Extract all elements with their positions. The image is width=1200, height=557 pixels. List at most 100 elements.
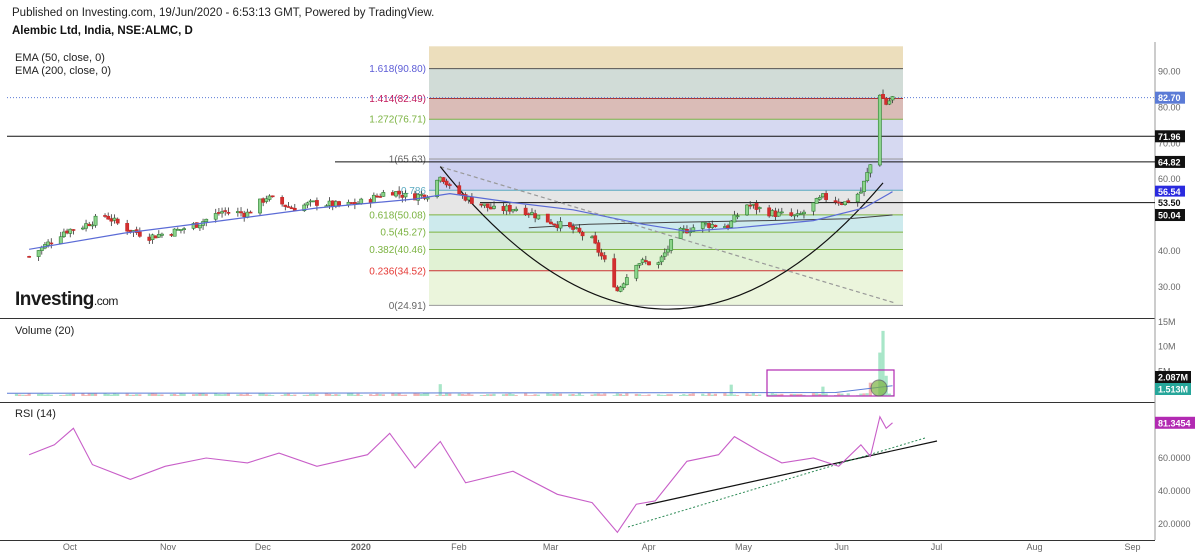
candle-body xyxy=(156,234,161,238)
candle-body xyxy=(877,94,882,166)
volume-bar xyxy=(286,393,291,396)
candle-body xyxy=(479,203,484,206)
volume-bar xyxy=(713,393,718,396)
volume-bar xyxy=(400,394,404,396)
rsi-trendline[interactable] xyxy=(645,440,938,506)
candle-body xyxy=(488,206,493,210)
candle-body xyxy=(795,213,800,216)
candle-body xyxy=(112,217,117,221)
candle-body xyxy=(855,193,860,203)
candle-body xyxy=(400,194,405,198)
candle-body xyxy=(890,96,895,101)
volume-bar xyxy=(245,393,249,396)
volume-bar xyxy=(169,394,174,396)
candle-body xyxy=(447,184,452,186)
volume-bar xyxy=(704,395,708,396)
volume-bar xyxy=(435,395,439,396)
ema50-line[interactable] xyxy=(28,191,893,250)
candle-body xyxy=(182,228,187,230)
ema50-legend[interactable]: EMA (50, close, 0) xyxy=(15,52,105,64)
candle-body xyxy=(700,222,705,229)
candles xyxy=(27,89,895,293)
candle-body xyxy=(204,218,209,222)
ema200-line[interactable] xyxy=(528,214,893,229)
volume-bar xyxy=(21,394,25,396)
volume-bar xyxy=(634,393,638,396)
candle-body xyxy=(530,212,534,215)
volume-bar xyxy=(580,395,585,396)
volume-bar xyxy=(135,394,139,396)
candle-body xyxy=(235,211,240,214)
volume-bar xyxy=(195,393,199,396)
candle-body xyxy=(643,260,648,262)
volume-bar xyxy=(546,393,550,396)
rsi-line[interactable] xyxy=(28,415,893,534)
volume-bar xyxy=(802,394,806,396)
candle-body xyxy=(438,176,443,182)
volume-bar xyxy=(381,394,385,396)
volume-bar xyxy=(682,394,686,396)
volume-bar xyxy=(824,393,828,396)
volume-bar xyxy=(334,394,338,396)
volume-bar xyxy=(248,395,253,396)
volume-bar xyxy=(239,394,243,396)
cup-arc[interactable] xyxy=(439,166,884,310)
candle-body xyxy=(223,210,228,212)
volume-highlight-box[interactable] xyxy=(766,369,895,397)
volume-bar xyxy=(524,393,528,396)
volume-legend[interactable]: Volume (20) xyxy=(15,325,75,337)
volume-bar xyxy=(109,394,113,396)
volume-bar xyxy=(637,394,642,396)
fib-label-1: 1(65.63) xyxy=(389,155,426,166)
candle-body xyxy=(776,211,781,217)
fib-band xyxy=(429,249,903,271)
volume-bar xyxy=(618,393,623,396)
fib-label-1-414: 1.414(82.49) xyxy=(369,94,426,105)
candle-body xyxy=(681,228,686,230)
candle-body xyxy=(242,212,247,217)
volume-bar xyxy=(337,394,341,396)
candle-body xyxy=(305,202,310,206)
volume-bar xyxy=(84,395,88,396)
candle-body xyxy=(574,227,579,229)
candle-body xyxy=(843,201,847,205)
candle-body xyxy=(109,218,114,222)
volume-bar xyxy=(603,393,607,396)
candle-body xyxy=(248,211,253,214)
volume-bar xyxy=(258,393,262,396)
volume-bar xyxy=(27,393,31,396)
volume-bar xyxy=(369,394,373,396)
candle-body xyxy=(789,212,794,216)
dashed-trendline[interactable] xyxy=(440,166,896,304)
fib-band xyxy=(429,232,903,250)
volume-bar xyxy=(533,394,537,396)
candle-body xyxy=(858,191,863,194)
candle-body xyxy=(666,248,670,253)
logo-suffix: .com xyxy=(93,294,119,308)
volume-bar xyxy=(81,393,85,396)
rsi-dotted-trendline[interactable] xyxy=(627,437,926,528)
volume-bar xyxy=(419,393,423,396)
ema200-legend[interactable]: EMA (200, close, 0) xyxy=(15,65,111,77)
candle-body xyxy=(656,262,661,265)
volume-bar xyxy=(754,394,759,396)
volume-bar xyxy=(549,393,553,396)
volume-bar xyxy=(59,394,63,396)
volume-bar xyxy=(726,394,730,396)
volume-bar xyxy=(217,394,221,396)
candle-body xyxy=(58,236,63,244)
volume-bar xyxy=(375,393,379,396)
volume-highlight-circle[interactable] xyxy=(870,379,888,397)
volume-bar xyxy=(312,393,316,396)
candle-body xyxy=(748,204,753,207)
rsi-legend[interactable]: RSI (14) xyxy=(15,408,56,420)
candle-body xyxy=(289,207,294,210)
volume-bar xyxy=(799,393,803,396)
time-tick: Apr xyxy=(642,542,656,552)
candle-body xyxy=(375,195,379,198)
volume-bars xyxy=(14,330,895,396)
candle-body xyxy=(175,229,180,231)
volume-bar xyxy=(350,393,354,396)
candle-body xyxy=(817,197,822,200)
